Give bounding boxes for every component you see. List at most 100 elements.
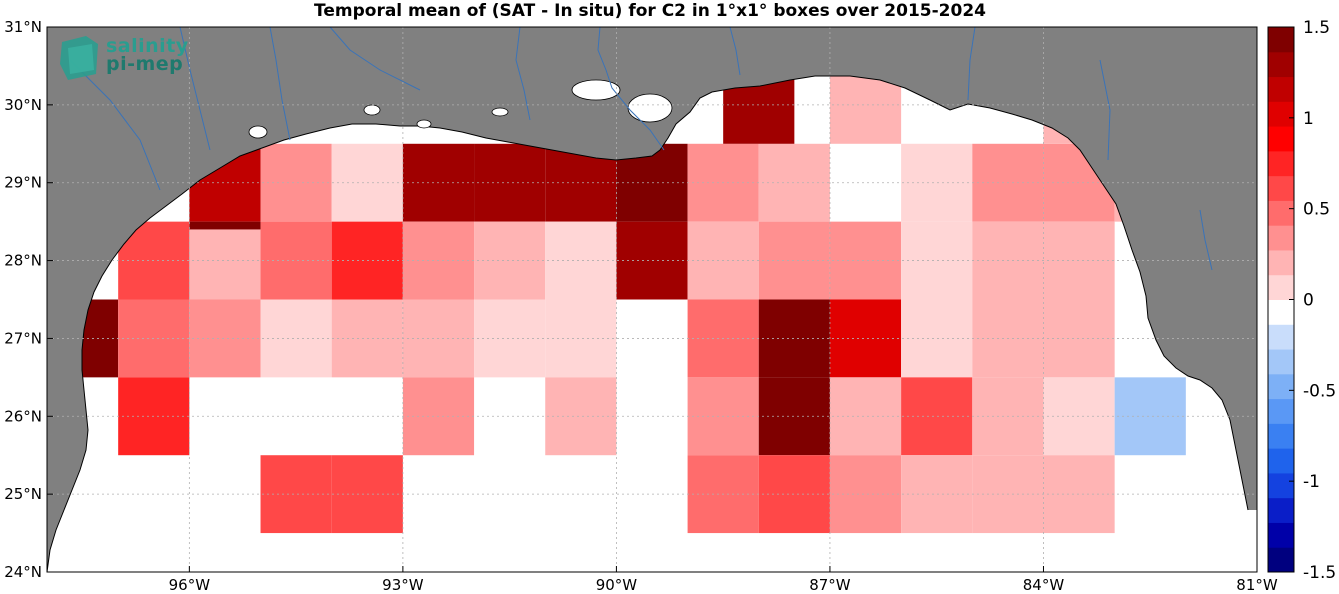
heatmap-cell [829,143,902,222]
heatmap-cell [758,221,830,300]
lakes [248,79,673,139]
river-red [329,26,421,91]
colorbar-bin [1268,423,1294,449]
colorbar-bin [1268,27,1294,53]
heatmap-cell [901,299,973,378]
heatmap-cell [260,299,332,378]
y-tick-label: 27°N [4,329,42,347]
heatmap-cell [1114,377,1186,456]
logo-line-2: pi-mep [106,53,184,75]
land-north-america [47,27,1257,572]
logo-mark-icon [60,36,98,80]
heatmap-cell [901,221,973,300]
colorbar-tick-label: -1 [1303,472,1320,492]
y-tick-label: 28°N [4,252,42,270]
colorbar-bin [1268,497,1294,523]
colorbar-bin [1268,373,1294,400]
heatmap-cell [901,455,973,534]
coastline-line [46,75,1249,573]
colorbar-bin [1268,274,1294,300]
axis-ticks: 96°W 93°W 90°W 87°W 84°W 81°W 24°N 25°N 26°N 27°N… [4,18,1278,594]
colorbar-bin [1268,522,1294,548]
y-tick-label: 30°N [4,96,42,114]
heatmap-cell [260,221,332,300]
salinity-pimep-logo: salinity pi-mep [58,34,188,84]
x-tick-label: 96°W [169,576,211,594]
lake-pontchartrain [571,79,621,101]
colorbar-bin [1268,547,1294,573]
heatmap-cell [758,377,830,456]
plot-frame [46,26,1258,573]
colorbar-tick-label: -1.5 [1303,563,1336,583]
heatmap-cell [260,455,332,534]
heatmap-cell [260,143,332,222]
y-tick-label: 31°N [4,18,42,36]
colorbar: 1.5 1 0.5 0 -0.5 -1 -1.5 [1267,18,1336,583]
colorbar-bin [1268,225,1294,251]
colorbar-bin [1268,398,1294,424]
river-apalachicola [967,26,976,101]
heatmap-cell [474,143,546,222]
heatmap-cell [758,143,830,222]
colorbar-bin [1268,150,1294,177]
river-suwannee [1099,59,1111,161]
river-mobile [729,26,741,76]
heatmap-cells [47,0,1257,534]
colorbar-bin [1268,448,1294,474]
river-sabine [269,26,291,141]
colorbar-bin [1268,101,1294,127]
heatmap-cell [901,143,973,222]
heatmap-cell [758,455,830,534]
lake-small-2 [248,125,268,139]
heatmap-cell [829,455,902,534]
heatmap-cell [189,299,261,378]
colorbar-bin [1268,175,1294,201]
lake-small-3 [416,119,432,129]
x-tick-label: 84°W [1023,576,1065,594]
y-tick-label: 24°N [4,563,42,581]
heatmap-cell [545,377,617,456]
heatmap-cell [829,221,902,300]
colorbar-bin [1268,76,1294,102]
x-tick-label: 93°W [382,576,424,594]
river-trinity [179,26,211,151]
coastline [46,75,1249,573]
colorbar-tick-label: 0.5 [1303,200,1330,220]
river-brazos [69,59,161,191]
heatmap-cell [758,299,830,378]
map-title: Temporal mean of (SAT - In situ) for C2 … [314,1,986,21]
colorbar-bin [1268,200,1294,226]
colorbar-tick-label: 1 [1303,109,1314,129]
colorbar-tick-label: 1.5 [1303,18,1330,38]
heatmap-cell [545,299,617,378]
rivers [69,26,1213,271]
x-tick-label: 81°W [1236,576,1278,594]
land-mass [47,27,1257,572]
y-tick-label: 25°N [4,485,42,503]
colorbar-bin [1268,472,1294,499]
logo-line-1: salinity [106,35,189,57]
colorbar-bin [1268,51,1294,78]
y-tick-label: 29°N [4,174,42,192]
heatmap-cell [189,229,261,308]
river-florida [1199,209,1213,271]
colorbar-tick-label: 0 [1303,291,1314,311]
lake-small-1 [363,104,381,116]
y-tick-label: 26°N [4,407,42,425]
colorbar-tick-label: -0.5 [1303,381,1336,401]
heatmap-cell [829,299,902,378]
colorbar-bin [1268,249,1294,276]
heatmap-cell [474,299,546,378]
colorbar-bin [1268,349,1294,375]
heatmap-cell [829,377,902,456]
river-mississippi [597,26,665,151]
colorbar-bin [1268,324,1294,350]
x-tick-label: 90°W [596,576,638,594]
lake-borgne [627,93,673,123]
colorbar-bin [1268,126,1294,152]
heatmap-cell [474,221,546,300]
heatmap-cell [901,377,973,456]
heatmap-cell [545,221,617,300]
x-tick-label: 87°W [809,576,851,594]
